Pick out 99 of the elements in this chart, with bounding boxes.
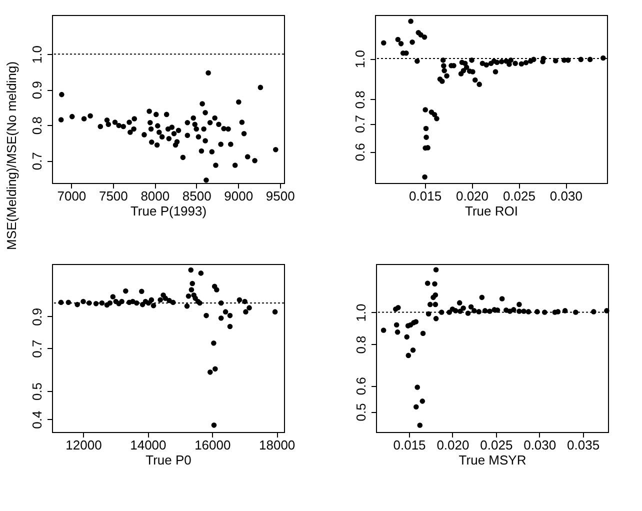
point [211, 340, 216, 346]
y-tick-label: 0.8 [354, 336, 368, 354]
point [214, 287, 220, 292]
point [427, 302, 433, 308]
y-tick-label: 0.7 [30, 340, 44, 358]
point [158, 297, 163, 303]
x-axis-title: True MSYR [458, 452, 526, 468]
point [186, 293, 192, 299]
x-axis-title: True ROI [465, 204, 518, 218]
point [150, 302, 156, 308]
point [188, 267, 194, 273]
point [208, 370, 213, 375]
point [190, 280, 196, 286]
point [460, 306, 466, 311]
x-tick-label: 0.015 [409, 188, 442, 204]
point [432, 302, 438, 308]
y-tick-label: 0.6 [354, 377, 368, 396]
point [218, 315, 224, 321]
point [227, 312, 233, 318]
x-tick-label: 16000 [194, 438, 231, 452]
y-tick-label: 1.0 [354, 304, 368, 322]
y-tick-label: 0.8 [30, 116, 44, 135]
point [396, 304, 401, 310]
point [188, 287, 194, 292]
point [198, 270, 204, 276]
point [394, 322, 400, 328]
point [148, 297, 154, 303]
x-tick-label: 8000 [140, 188, 170, 204]
point [272, 309, 278, 314]
point [417, 422, 423, 428]
point [516, 302, 522, 308]
y-tick-label: 0.8 [352, 90, 368, 109]
point [123, 288, 128, 294]
x-tick-label: 0.025 [480, 438, 513, 452]
point [420, 330, 426, 336]
point [476, 309, 482, 314]
y-tick-label: 0.7 [30, 152, 44, 170]
x-tick-label: 14000 [130, 438, 166, 452]
y-tick-label: 1.0 [352, 50, 368, 68]
point [394, 329, 400, 335]
point [236, 297, 242, 303]
y-tick-label: 0.4 [30, 410, 44, 429]
x-tick-label: 12000 [66, 438, 102, 452]
point [380, 328, 386, 333]
point [604, 308, 610, 314]
y-tick-label: 0.5 [354, 403, 368, 422]
x-tick-label: 0.015 [393, 438, 426, 452]
point [222, 309, 228, 314]
point [468, 304, 474, 310]
point [227, 324, 233, 330]
point [211, 422, 217, 428]
x-tick-label: 0.035 [567, 438, 600, 452]
y-tick-label: 0.9 [30, 81, 44, 100]
y-tick-label: 0.5 [30, 382, 44, 401]
point [414, 384, 420, 390]
point [162, 296, 168, 301]
y-axis-title: MSE(Melding)/MSE(No melding) [4, 61, 19, 250]
point [110, 294, 116, 300]
y-tick-label: 0.9 [30, 308, 44, 326]
x-tick-label: 7000 [57, 188, 86, 204]
point [406, 352, 412, 358]
x-tick-label: 0.020 [436, 438, 470, 452]
point [573, 310, 578, 315]
point [521, 308, 526, 314]
point [433, 267, 439, 272]
x-tick-label: 18000 [259, 438, 296, 452]
point [432, 292, 438, 298]
point [243, 309, 248, 314]
point [420, 398, 426, 404]
point [479, 294, 485, 300]
x-axis-title: True P(1993) [130, 204, 207, 218]
y-tick-label: 1.0 [30, 46, 44, 64]
x-tick-label: 9000 [224, 188, 254, 204]
x-tick-label: 0.025 [502, 188, 536, 204]
y-tick-label: 0.7 [352, 114, 368, 134]
point [562, 308, 568, 314]
point [413, 319, 419, 324]
x-tick-label: 8500 [182, 188, 212, 204]
point [499, 296, 505, 302]
x-tick-label: 9500 [266, 188, 295, 204]
point [184, 303, 190, 309]
point [414, 404, 419, 410]
x-tick-label: 0.020 [456, 188, 489, 204]
x-axis-title: True P0 [146, 452, 192, 468]
point [410, 347, 416, 353]
point [404, 334, 410, 340]
point [456, 300, 462, 306]
point [433, 316, 439, 322]
x-tick-label: 7500 [98, 188, 128, 204]
y-tick-label: 0.6 [352, 143, 368, 162]
point [424, 280, 430, 286]
point [246, 305, 252, 310]
point [138, 288, 144, 294]
point [212, 366, 218, 372]
x-tick-label: 0.030 [550, 188, 582, 204]
x-tick-label: 0.030 [524, 438, 556, 452]
point [204, 312, 209, 318]
point [432, 281, 438, 286]
point [510, 307, 516, 312]
